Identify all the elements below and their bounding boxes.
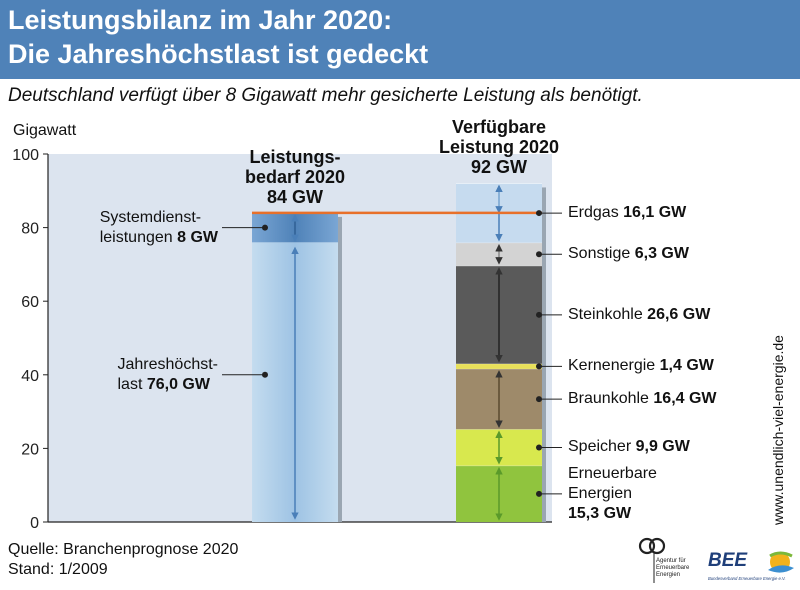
column-label-demand-line-2: bedarf 2020 bbox=[244, 166, 346, 187]
label-systemdienst: Systemdienst-leistungen 8 GW bbox=[99, 208, 218, 246]
y-tick-label: 40 bbox=[21, 368, 39, 385]
aee-text-2: Erneuerbare bbox=[656, 565, 690, 571]
title-line-1: Leistungsbilanz im Jahr 2020: bbox=[8, 5, 393, 35]
column-label-demand: Leistungs-bedarf 2020 84 GW bbox=[215, 147, 375, 207]
column-label-demand-line-1: Leistungs- bbox=[249, 146, 341, 167]
status-text: Stand: 1/2009 bbox=[8, 561, 108, 578]
bar-demand-shadow bbox=[338, 216, 342, 522]
source-text: Quelle: Branchenprognose 2020 bbox=[8, 541, 239, 558]
source-note: Quelle: Branchenprognose 2020 Stand: 1/2… bbox=[8, 540, 238, 580]
label-braunkohle: Braunkohle 16,4 GW bbox=[568, 390, 717, 408]
leader-dot bbox=[536, 251, 542, 258]
title-line-2: Die Jahreshöchstlast ist gedeckt bbox=[8, 39, 429, 69]
column-label-demand-total: 84 GW bbox=[266, 186, 323, 207]
y-tick-label: 20 bbox=[21, 441, 39, 458]
label-jahreshoechstlast: Jahreshöchst-last 76,0 GW bbox=[117, 355, 219, 393]
label-erdgas: Erdgas 16,1 GW bbox=[568, 204, 687, 222]
bee-text: BEE bbox=[708, 550, 748, 571]
y-tick-label: 60 bbox=[21, 294, 39, 311]
column-label-available-line-1: Verfügbare bbox=[451, 117, 547, 138]
aee-text-3: Energien bbox=[656, 572, 680, 578]
bee-subtext: Bundesverband Erneuerbare Energie e.V. bbox=[708, 576, 786, 581]
label-sonstige: Sonstige 6,3 GW bbox=[568, 245, 689, 263]
label-speicher: Speicher 9,9 GW bbox=[568, 438, 690, 456]
bar-available-shadow bbox=[542, 187, 546, 522]
column-label-available: Verfügbare Leistung 2020 92 GW bbox=[419, 117, 579, 177]
y-tick-label: 100 bbox=[12, 147, 39, 164]
aee-text-1: Agentur für bbox=[656, 558, 686, 564]
column-label-available-line-2: Leistung 2020 bbox=[438, 137, 560, 158]
label-steinkohle: Steinkohle 26,6 GW bbox=[568, 305, 711, 323]
leader-dot bbox=[262, 371, 268, 378]
bee-logo: BEE Bundesverband Erneuerbare Energie e.… bbox=[708, 550, 794, 581]
label-kernenergie: Kernenergie 1,4 GW bbox=[568, 357, 714, 375]
y-tick-label: 0 bbox=[30, 515, 39, 532]
header-banner: Leistungsbilanz im Jahr 2020: Die Jahres… bbox=[0, 0, 800, 79]
leader-dot bbox=[536, 396, 542, 403]
leader-dot bbox=[262, 224, 268, 231]
subtitle: Deutschland verfügt über 8 Gigawatt mehr… bbox=[8, 85, 643, 106]
website-url: www.unendlich-viel-energie.de bbox=[770, 335, 786, 525]
y-tick-label: 80 bbox=[21, 221, 39, 238]
leader-dot bbox=[536, 363, 542, 370]
leader-dot bbox=[536, 490, 542, 497]
y-axis-title: Gigawatt bbox=[13, 122, 77, 139]
label-erneuerbare: Erneuerbare Energien 15,3 GW bbox=[568, 464, 657, 522]
leader-dot bbox=[536, 210, 542, 217]
leader-dot bbox=[536, 444, 542, 451]
bar-available-kernenergie bbox=[456, 363, 542, 369]
column-label-available-total: 92 GW bbox=[470, 157, 527, 178]
aee-logo: Agentur für Erneuerbare Energien bbox=[638, 537, 690, 583]
leader-dot bbox=[536, 311, 542, 318]
